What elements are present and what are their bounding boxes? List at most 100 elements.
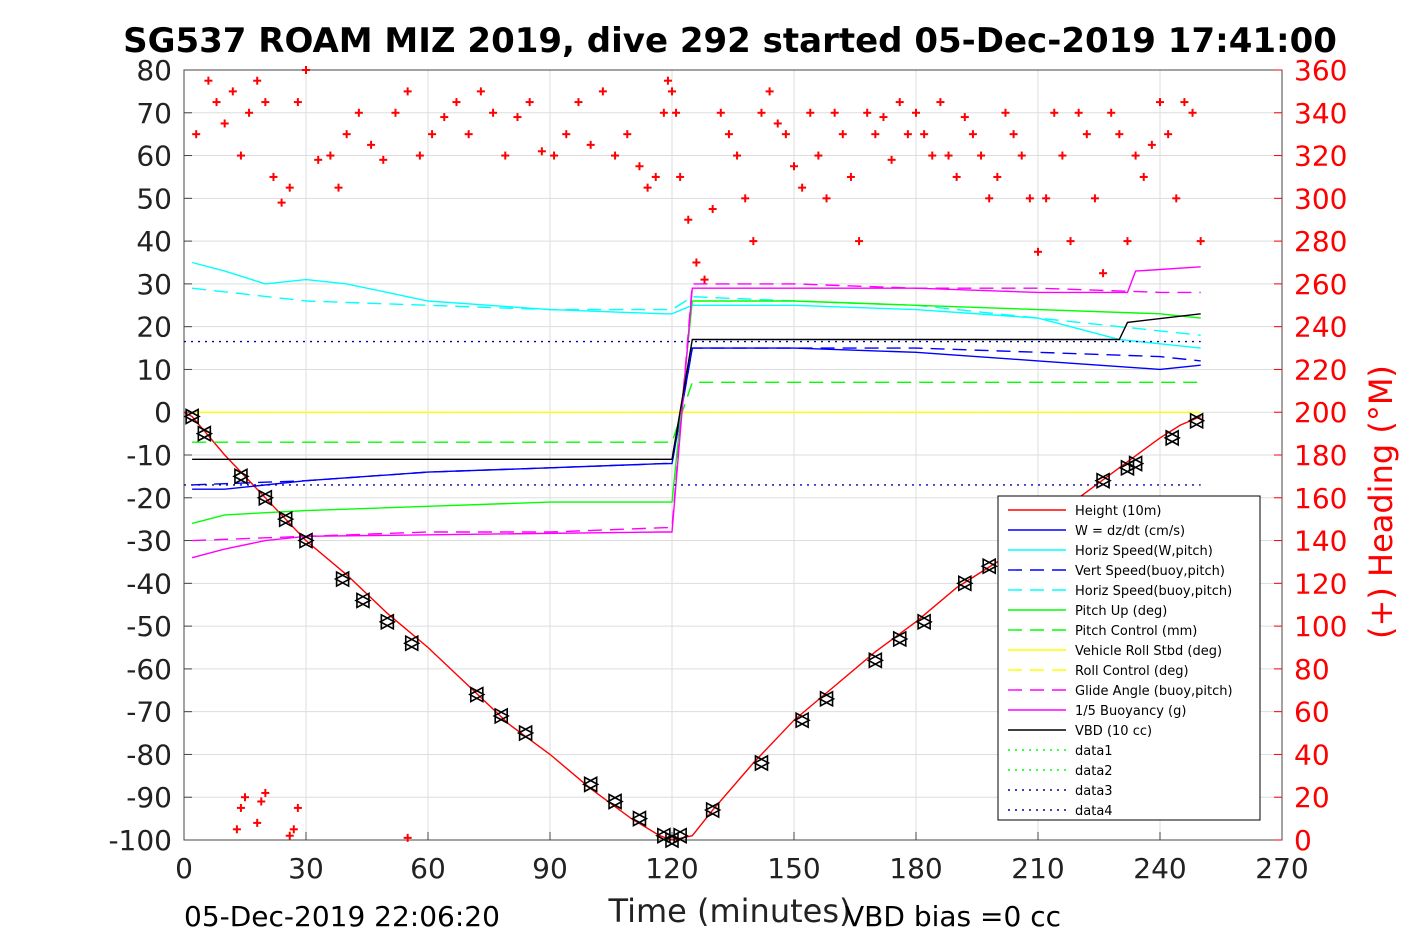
heading-point-79 — [928, 151, 937, 160]
heading-point-99 — [1090, 194, 1099, 203]
turn-marker-21 — [793, 711, 811, 729]
heading-point-low-8 — [293, 803, 302, 812]
turn-marker-12 — [516, 724, 535, 742]
right-tick-label: 120 — [1294, 567, 1347, 600]
heading-point-92 — [1034, 247, 1042, 256]
legend-label-4: Horiz Speed(buoy,pitch) — [1075, 584, 1232, 599]
footer-vbd-bias: VBD bias =0 cc — [845, 900, 1061, 933]
heading-point-62 — [790, 162, 798, 171]
heading-point-24 — [428, 130, 437, 139]
left-y-axis: 80 70 60 50 40 30 20 10 0 -10 -20 -30 -40 -50 -60 -70 -8… — [108, 54, 192, 857]
heading-point-14 — [314, 155, 323, 164]
legend-label-8: Roll Control (deg) — [1075, 664, 1189, 679]
heading-point-83 — [960, 113, 969, 122]
x-tick-label: 0 — [175, 852, 193, 885]
heading-point-104 — [1131, 151, 1140, 160]
heading-point-76 — [903, 130, 912, 139]
legend-label-2: Horiz Speed(W,pitch) — [1075, 544, 1213, 559]
heading-point-low-7 — [289, 825, 298, 834]
heading-point-50 — [692, 258, 701, 267]
heading-point-32 — [525, 98, 534, 107]
heading-point-108 — [1164, 130, 1173, 139]
heading-point-54 — [724, 130, 733, 139]
x-tick-label: 30 — [288, 852, 324, 885]
heading-point-100 — [1099, 269, 1108, 278]
heading-point-80 — [936, 98, 945, 107]
x-axis-label: Time (minutes) — [608, 892, 852, 930]
heading-point-57 — [749, 237, 758, 246]
heading-point-110 — [1180, 98, 1189, 107]
heading-point-17 — [342, 130, 351, 139]
heading-point-low-2 — [241, 793, 249, 802]
legend-label-10: 1/5 Buoyancy (g) — [1075, 704, 1186, 719]
heading-point-low-4 — [257, 797, 266, 806]
heading-point-30 — [501, 151, 510, 160]
heading-point-60 — [773, 119, 782, 128]
y-tick-label: 20 — [136, 311, 172, 344]
heading-point-56 — [741, 194, 750, 203]
y-tick-label: -90 — [126, 781, 172, 814]
legend-label-6: Pitch Control (mm) — [1075, 624, 1197, 639]
heading-point-85 — [977, 151, 986, 160]
turn-marker-13 — [581, 776, 600, 793]
y-tick-label: 50 — [136, 182, 172, 215]
turn-marker-8 — [378, 613, 397, 631]
turn-marker-18 — [671, 827, 689, 845]
turn-marker-22 — [817, 690, 836, 708]
y-tick-label: 10 — [136, 353, 172, 386]
heading-point-low-5 — [261, 788, 270, 797]
x-tick-label: 120 — [645, 852, 698, 885]
right-tick-label: 260 — [1294, 268, 1347, 301]
y-tick-label: 0 — [154, 396, 172, 429]
legend-label-7: Vehicle Roll Stbd (deg) — [1075, 644, 1222, 659]
heading-point-49 — [684, 215, 693, 224]
right-tick-label: 60 — [1294, 696, 1330, 729]
turn-marker-25 — [915, 613, 933, 631]
y-tick-label: 30 — [136, 268, 172, 301]
heading-point-21 — [391, 108, 400, 117]
heading-point-75 — [895, 98, 904, 107]
heading-point-22 — [403, 87, 412, 96]
heading-point-low-3 — [253, 818, 262, 827]
heading-point-98 — [1082, 130, 1091, 139]
heading-point-42 — [643, 183, 652, 192]
legend-label-15: data4 — [1075, 804, 1113, 819]
legend-label-12: data1 — [1075, 744, 1113, 759]
y-tick-label: -40 — [126, 567, 172, 600]
heading-point-103 — [1123, 237, 1132, 246]
heading-point-88 — [1001, 108, 1010, 117]
legend-label-0: Height (10m) — [1075, 504, 1161, 519]
heading-point-45 — [663, 76, 672, 85]
heading-point-74 — [887, 155, 896, 164]
turn-marker-10 — [468, 686, 486, 703]
turn-marker-11 — [492, 707, 510, 725]
heading-point-70 — [855, 237, 864, 246]
heading-point-23 — [415, 151, 424, 160]
heading-point-39 — [611, 151, 620, 160]
x-tick-label: 240 — [1133, 852, 1186, 885]
series-line-5 — [191, 300, 1201, 525]
series-line-6 — [192, 381, 1201, 443]
right-tick-label: 220 — [1294, 353, 1347, 386]
heading-point-58 — [757, 108, 766, 117]
turn-marker-23 — [866, 651, 885, 669]
heading-point-33 — [537, 147, 546, 156]
turn-marker-27 — [980, 557, 998, 575]
heading-point-96 — [1066, 237, 1075, 246]
heading-point-94 — [1050, 108, 1059, 117]
heading-point-9 — [269, 172, 278, 181]
turn-marker-6 — [333, 570, 352, 588]
heading-point-12 — [293, 98, 302, 107]
legend-label-3: Vert Speed(buoy,pitch) — [1075, 564, 1225, 579]
turn-marker-9 — [403, 634, 421, 652]
heading-point-68 — [838, 130, 847, 139]
turn-marker-24 — [891, 630, 909, 648]
y-tick-label: -20 — [126, 482, 172, 515]
heading-point-78 — [920, 130, 929, 139]
heading-point-105 — [1139, 172, 1148, 181]
heading-point-35 — [562, 130, 571, 139]
heading-point-112 — [1196, 237, 1205, 246]
heading-point-20 — [379, 155, 388, 164]
heading-point-65 — [814, 151, 823, 160]
